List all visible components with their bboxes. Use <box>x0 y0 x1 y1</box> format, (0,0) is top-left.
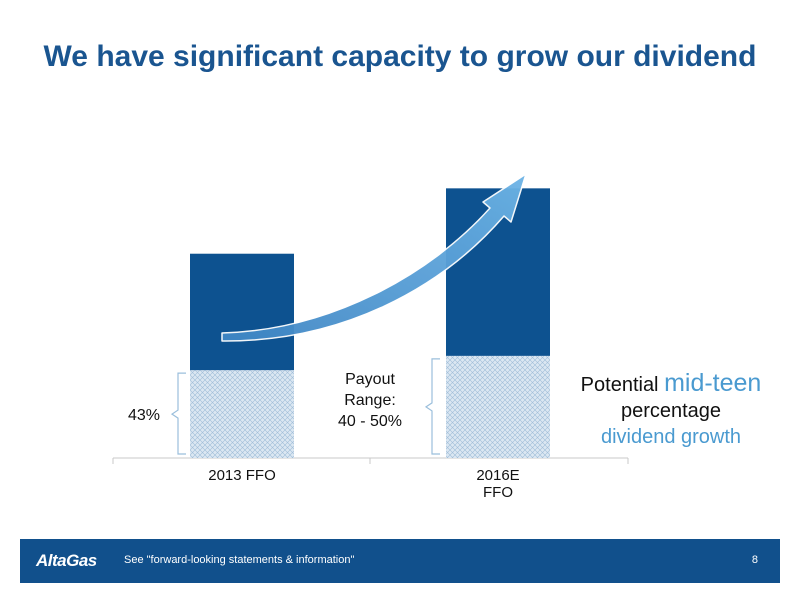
category-label-0-0: 2013 FFO <box>208 467 276 484</box>
bar-seg-1-0 <box>446 355 550 458</box>
footer-bar: AltaGas See "forward-looking statements … <box>20 539 780 583</box>
note-prefix: Potential <box>580 374 665 396</box>
bar-seg-0-0 <box>190 370 294 458</box>
bar-seg-0-1 <box>190 253 294 371</box>
brace-2016 <box>424 358 440 455</box>
category-label-1-0: 2016E <box>476 467 519 484</box>
note-line2: percentage <box>620 400 722 422</box>
category-label-1-1: FFO <box>483 484 513 501</box>
payout-range-label-0: Payout <box>345 371 395 388</box>
forward-looking-link[interactable]: See "forward-looking statements & inform… <box>124 554 355 566</box>
slide-title: We have significant capacity to grow our… <box>43 40 757 73</box>
base-2013-label: 43% <box>128 407 160 424</box>
note-line3: dividend growth <box>600 426 742 448</box>
altagas-logo: AltaGas <box>36 551 97 570</box>
payout-range-label-2: 40 - 50% <box>338 413 402 430</box>
growth-note: Potential mid-teen percentage dividend g… <box>556 370 786 450</box>
note-highlight: mid-teen <box>664 369 762 397</box>
brace-2013 <box>170 372 186 455</box>
page-number: 8 <box>751 554 758 566</box>
payout-range-label-1: Range: <box>344 392 396 409</box>
growth-arrow <box>221 173 527 342</box>
